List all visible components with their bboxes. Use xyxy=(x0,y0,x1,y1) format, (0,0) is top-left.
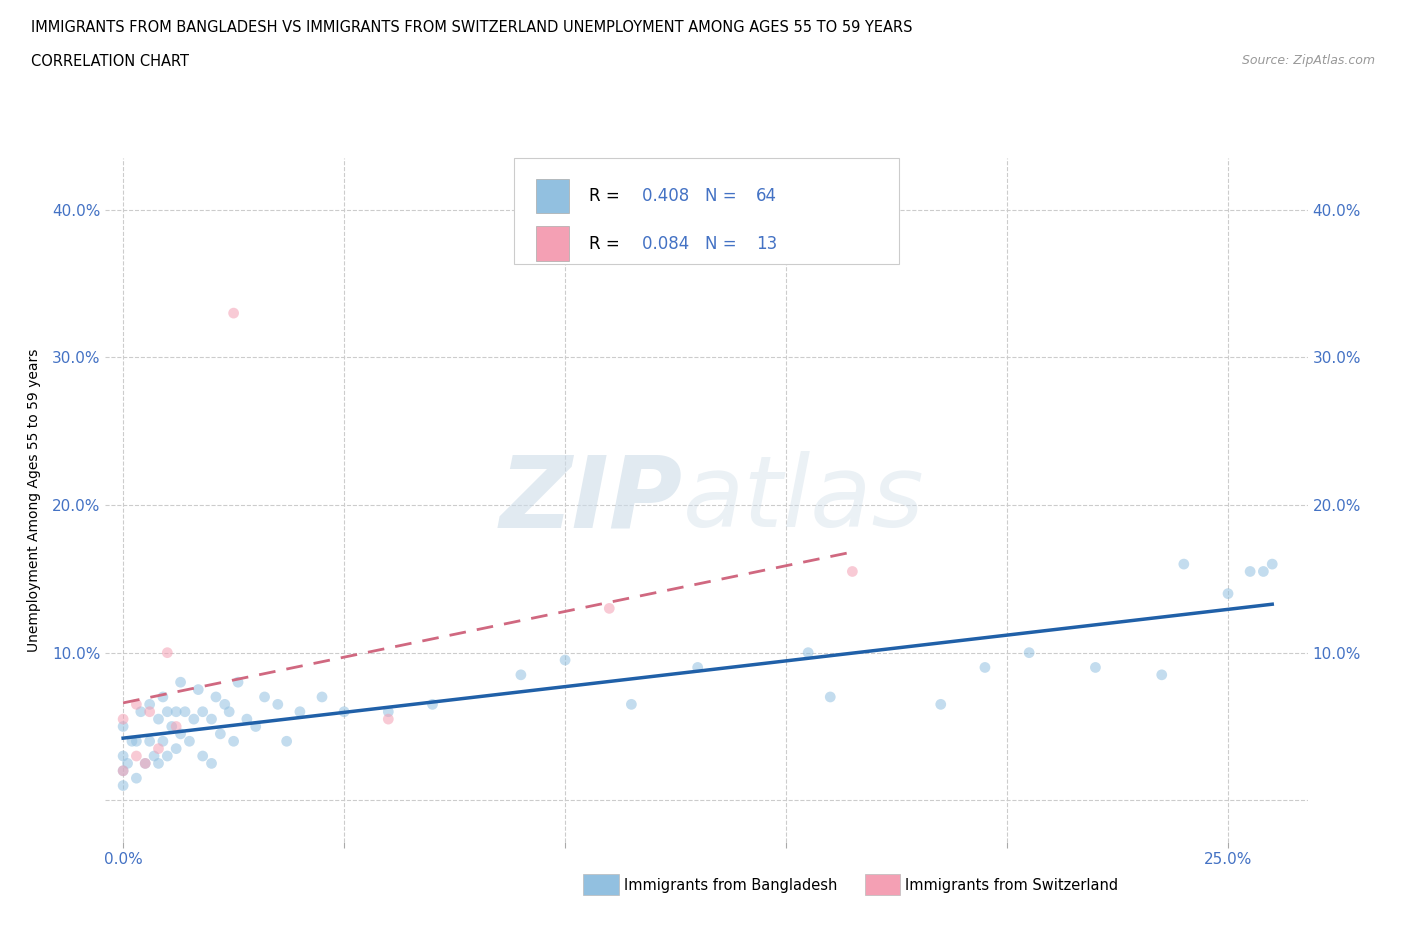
Point xyxy=(377,704,399,719)
Point xyxy=(214,697,236,711)
Point xyxy=(187,682,209,697)
Y-axis label: Unemployment Among Ages 55 to 59 years: Unemployment Among Ages 55 to 59 years xyxy=(27,348,41,652)
Point xyxy=(191,749,214,764)
Point xyxy=(156,704,179,719)
Point xyxy=(125,749,148,764)
Point xyxy=(125,734,148,749)
Point xyxy=(1239,564,1261,578)
Point xyxy=(169,726,191,741)
Point xyxy=(125,771,148,786)
Point xyxy=(117,756,139,771)
Point xyxy=(200,756,222,771)
Point xyxy=(598,601,620,616)
Point xyxy=(148,711,170,726)
Point xyxy=(112,749,135,764)
Point xyxy=(129,704,152,719)
Point xyxy=(169,675,191,690)
Point xyxy=(620,697,643,711)
Point xyxy=(1253,564,1275,578)
Point xyxy=(191,704,214,719)
Point xyxy=(200,711,222,726)
Point xyxy=(422,697,444,711)
Point xyxy=(245,719,267,734)
Point xyxy=(509,668,531,683)
Point xyxy=(165,741,187,756)
Text: atlas: atlas xyxy=(682,451,924,549)
Point xyxy=(218,704,240,719)
Point xyxy=(134,756,156,771)
Point xyxy=(156,749,179,764)
Point xyxy=(222,734,245,749)
Text: Immigrants from Switzerland: Immigrants from Switzerland xyxy=(905,878,1119,893)
Point xyxy=(205,689,228,704)
Text: Immigrants from Bangladesh: Immigrants from Bangladesh xyxy=(624,878,838,893)
Text: 64: 64 xyxy=(756,187,776,205)
Point xyxy=(138,734,160,749)
Point xyxy=(841,564,863,578)
Point xyxy=(165,704,187,719)
Text: ZIP: ZIP xyxy=(499,451,682,549)
Point xyxy=(1216,586,1239,601)
Point xyxy=(138,704,160,719)
Point xyxy=(311,689,333,704)
Point xyxy=(1261,557,1284,572)
Point xyxy=(1173,557,1195,572)
Text: R =: R = xyxy=(589,187,624,205)
Point xyxy=(112,764,135,778)
Point xyxy=(1084,660,1107,675)
Point xyxy=(152,734,174,749)
Text: IMMIGRANTS FROM BANGLADESH VS IMMIGRANTS FROM SWITZERLAND UNEMPLOYMENT AMONG AGE: IMMIGRANTS FROM BANGLADESH VS IMMIGRANTS… xyxy=(31,20,912,35)
Point xyxy=(222,306,245,321)
Point xyxy=(183,711,205,726)
Point xyxy=(686,660,709,675)
Point xyxy=(156,645,179,660)
Point xyxy=(179,734,201,749)
Point xyxy=(1150,668,1173,683)
Text: CORRELATION CHART: CORRELATION CHART xyxy=(31,54,188,69)
Point xyxy=(134,756,156,771)
Point xyxy=(929,697,952,711)
Point xyxy=(112,711,135,726)
Point xyxy=(333,704,356,719)
Point xyxy=(209,726,232,741)
Point xyxy=(267,697,290,711)
Point xyxy=(125,697,148,711)
Bar xyxy=(536,227,569,260)
Text: 0.408   N =: 0.408 N = xyxy=(641,187,741,205)
Point xyxy=(276,734,298,749)
Point xyxy=(377,711,399,726)
Point xyxy=(148,756,170,771)
Point xyxy=(820,689,842,704)
Point xyxy=(148,741,170,756)
Text: 13: 13 xyxy=(756,234,778,253)
Point xyxy=(1018,645,1040,660)
Point xyxy=(112,764,135,778)
Bar xyxy=(536,179,569,213)
Point xyxy=(554,653,576,668)
Point xyxy=(121,734,143,749)
Point xyxy=(288,704,311,719)
Point xyxy=(160,719,183,734)
Point xyxy=(253,689,276,704)
Point xyxy=(143,749,166,764)
Point xyxy=(797,645,820,660)
Point xyxy=(974,660,997,675)
Point xyxy=(236,711,259,726)
Point xyxy=(174,704,197,719)
Point xyxy=(138,697,160,711)
FancyBboxPatch shape xyxy=(515,158,898,264)
Point xyxy=(165,719,187,734)
Point xyxy=(152,689,174,704)
Text: 0.084   N =: 0.084 N = xyxy=(641,234,741,253)
Text: Source: ZipAtlas.com: Source: ZipAtlas.com xyxy=(1241,54,1375,67)
Text: R =: R = xyxy=(589,234,624,253)
Point xyxy=(226,675,249,690)
Point xyxy=(112,778,135,793)
Point xyxy=(112,719,135,734)
